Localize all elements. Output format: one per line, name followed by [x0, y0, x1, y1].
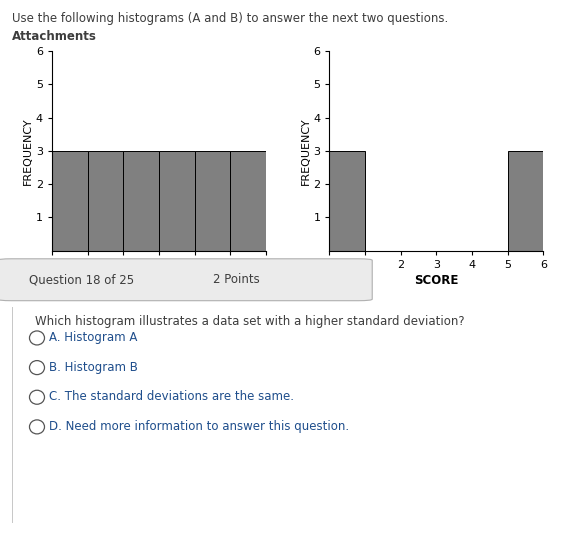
- Y-axis label: FREQUENCY: FREQUENCY: [23, 117, 33, 185]
- Bar: [159, 151, 195, 251]
- X-axis label: SCORE: SCORE: [414, 274, 458, 287]
- Bar: [507, 151, 543, 251]
- Bar: [88, 151, 123, 251]
- Y-axis label: FREQUENCY: FREQUENCY: [301, 117, 310, 185]
- Text: D. Need more information to answer this question.: D. Need more information to answer this …: [49, 420, 349, 433]
- Text: B. Histogram B: B. Histogram B: [49, 361, 138, 374]
- Bar: [230, 151, 266, 251]
- FancyBboxPatch shape: [0, 259, 372, 301]
- Text: Use the following histograms (A and B) to answer the next two questions.: Use the following histograms (A and B) t…: [12, 12, 448, 25]
- X-axis label: SCORE: SCORE: [137, 274, 181, 287]
- Text: A. Histogram A: A. Histogram A: [49, 331, 138, 344]
- Text: Which histogram illustrates a data set with a higher standard deviation?: Which histogram illustrates a data set w…: [35, 315, 464, 328]
- Text: Question 18 of 25: Question 18 of 25: [29, 273, 134, 286]
- Bar: [329, 151, 365, 251]
- Bar: [52, 151, 88, 251]
- Text: 2 Points: 2 Points: [213, 273, 260, 286]
- Bar: [123, 151, 159, 251]
- Bar: [195, 151, 230, 251]
- Text: C. The standard deviations are the same.: C. The standard deviations are the same.: [49, 390, 294, 403]
- Text: Attachments: Attachments: [12, 30, 97, 43]
